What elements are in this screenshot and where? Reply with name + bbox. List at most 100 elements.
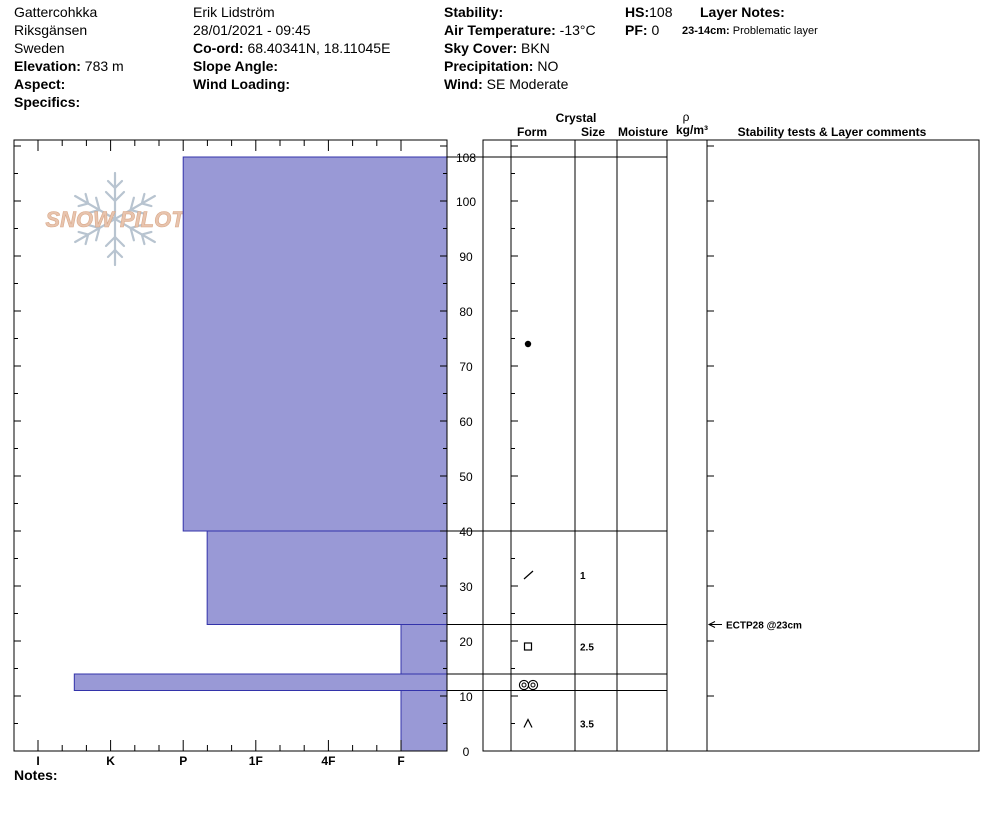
wind-loading-row: Wind Loading: [193,75,390,93]
stability-label: Stability: [444,4,504,20]
stability-comments-header: Stability tests & Layer comments [738,125,927,139]
slope-row: Slope Angle: [193,57,390,75]
ring-inner [530,682,536,688]
depth-tick-label: 60 [459,415,473,429]
wind-loading-label: Wind Loading: [193,76,291,92]
hardness-bar [206,530,448,625]
stability-tests: ECTP28 @23cm [707,621,802,632]
hs-row: HS:108 [625,3,672,21]
filled-dot-icon [524,340,532,348]
sky-cover-value: BKN [521,40,550,56]
layer-table-frame [482,139,980,752]
snowflake-icon [74,171,156,267]
depth-tick-label: 70 [459,360,473,374]
wind-value: SE Moderate [486,76,569,92]
crystal-header: Crystal [556,111,597,125]
depth-tick-label: 90 [459,250,473,264]
area-name: Riksgänsen [14,22,88,38]
sky-cover-label: Sky Cover: [444,40,518,56]
elevation-row: Elevation: 783 m [14,57,124,75]
hardness-bar [400,624,448,675]
aspect-label: Aspect: [14,76,66,92]
aspect-row: Aspect: [14,75,124,93]
elevation-label: Elevation: [14,58,81,74]
depth-tick-label: 30 [459,580,473,594]
caret-icon [523,718,533,728]
observation-datetime: 28/01/2021 - 09:45 [193,22,311,38]
air-temp-label: Air Temperature: [444,22,556,38]
depth-tick-label: 40 [459,525,473,539]
stability-row: Stability: [444,3,596,21]
wind-row: Wind: SE Moderate [444,75,596,93]
hardness-layers [73,156,448,752]
hardness-axis: I K P 1F 4F F [36,140,405,768]
crystal-sizes: 1 2.5 3.5 [580,571,594,731]
coord-row: Co-ord: 68.40341N, 18.11045E [193,39,390,57]
specifics-row: Specifics: [14,93,124,111]
precip-label: Precipitation: [444,58,534,74]
depth-axis: 0 10 20 30 40 50 60 70 80 90 100 108 [14,145,518,759]
test-label: ECTP28 @23cm [726,621,802,632]
pf-value: 0 [651,22,660,38]
comment-ticks [707,145,714,752]
hs-value: 108 [649,4,673,20]
wind-label: Wind: [444,76,483,92]
coord-value: 68.40341N, 18.11045E [247,40,391,56]
hardness-tick-label: P [179,754,187,768]
sky-cover-row: Sky Cover: BKN [444,39,596,57]
depth-tick-label: 0 [463,745,470,759]
hardness-tick-label: F [397,754,404,768]
double-ring-icon [518,679,539,691]
hardness-bar [182,156,448,532]
coord-label: Co-ord: [193,40,244,56]
crystal-size-label: 2.5 [580,643,594,654]
layer-note-depth: 23-14cm: [682,25,730,37]
crystal-forms [518,340,539,728]
elevation-value: 783 m [84,58,124,74]
layer-notes: Layer Notes: [700,3,785,21]
depth-tick-label: 80 [459,305,473,319]
pf-label: PF: [625,22,648,38]
hardness-tick-label: 4F [321,754,335,768]
slope-label: Slope Angle: [193,58,279,74]
slash-icon [523,570,534,580]
notes-label: Notes: [14,767,58,783]
square-icon [523,642,533,651]
layer-table [447,139,980,752]
ring-inner [521,682,527,688]
depth-tick-label: 50 [459,470,473,484]
ring-outer [518,679,530,691]
country-name: Sweden [14,40,65,56]
notes-row: Notes: [14,766,58,784]
conditions-info: Stability: Air Temperature: -13°C Sky Co… [444,3,596,93]
profile-info: HS:108 PF: 0 [625,3,672,39]
ring-outer [527,679,539,691]
logo-text: SNOW PILOT [45,207,186,232]
air-temp-value: -13°C [559,22,596,38]
hardness-tick-label: I [36,754,39,768]
depth-tick-label: 10 [459,690,473,704]
hs-label: HS: [625,4,650,20]
density-unit-header: kg/m³ [676,123,708,137]
observer-name: Erik Lidström [193,4,275,20]
arrow-left-icon [707,621,716,628]
air-temp-row: Air Temperature: -13°C [444,21,596,39]
hardness-tick-label: 1F [249,754,263,768]
observer-info: Erik Lidström 28/01/2021 - 09:45 Co-ord:… [193,3,390,93]
pf-row: PF: 0 [625,21,672,39]
hardness-tick-label: K [106,754,115,768]
layer-rows [447,156,667,691]
layer-note-row: 23-14cm: Problematic layer [682,22,818,40]
location-name: Gattercohkka [14,4,98,20]
rho-header: ρ [683,110,690,124]
precip-row: Precipitation: NO [444,57,596,75]
layer-note-text: Problematic layer [732,25,818,37]
hardness-bar [400,690,448,752]
snowpilot-logo: SNOW PILOT [45,171,187,267]
depth-tick-label: 20 [459,635,473,649]
crystal-size-label: 1 [580,571,586,582]
hardness-plot-frame [13,139,448,752]
size-header: Size [581,125,605,139]
layer-notes-label: Layer Notes: [700,4,785,20]
